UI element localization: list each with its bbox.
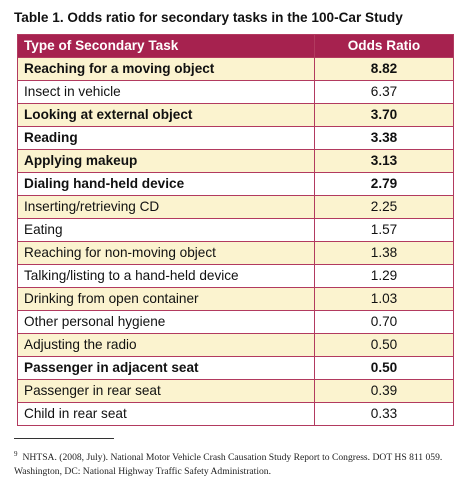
- footnote: 9 NHTSA. (2008, July). National Motor Veh…: [14, 447, 454, 479]
- odds-ratio-cell: 1.38: [314, 241, 454, 265]
- header-odds-ratio: Odds Ratio: [314, 34, 454, 58]
- task-cell: Eating: [17, 218, 315, 242]
- odds-ratio-cell: 0.70: [314, 310, 454, 334]
- table-row: Dialing hand-held device 2.79: [17, 172, 454, 196]
- odds-ratio-cell: 1.29: [314, 264, 454, 288]
- table-row: Child in rear seat 0.33: [17, 402, 454, 426]
- odds-ratio-cell: 6.37: [314, 80, 454, 104]
- odds-ratio-cell: 3.70: [314, 103, 454, 127]
- odds-ratio-table: Type of Secondary Task Odds Ratio Reachi…: [17, 34, 454, 426]
- table-row: Insect in vehicle 6.37: [17, 80, 454, 104]
- table-row: Applying makeup 3.13: [17, 149, 454, 173]
- task-cell: Child in rear seat: [17, 402, 315, 426]
- odds-ratio-cell: 1.57: [314, 218, 454, 242]
- table-row: Drinking from open container 1.03: [17, 287, 454, 311]
- odds-ratio-cell: 0.39: [314, 379, 454, 403]
- odds-ratio-cell: 0.33: [314, 402, 454, 426]
- header-task: Type of Secondary Task: [17, 34, 315, 58]
- table-caption: Table 1. Odds ratio for secondary tasks …: [14, 10, 403, 25]
- table-row: Looking at external object 3.70: [17, 103, 454, 127]
- footnote-divider: [14, 438, 114, 439]
- table-row: Eating 1.57: [17, 218, 454, 242]
- task-cell: Passenger in adjacent seat: [17, 356, 315, 380]
- task-cell: Passenger in rear seat: [17, 379, 315, 403]
- task-cell: Talking/listing to a hand-held device: [17, 264, 315, 288]
- odds-ratio-cell: 8.82: [314, 57, 454, 81]
- table-row: Reaching for a moving object 8.82: [17, 57, 454, 81]
- odds-ratio-cell: 1.03: [314, 287, 454, 311]
- table-row: Passenger in adjacent seat 0.50: [17, 356, 454, 380]
- task-cell: Applying makeup: [17, 149, 315, 173]
- table-row: Passenger in rear seat 0.39: [17, 379, 454, 403]
- task-cell: Dialing hand-held device: [17, 172, 315, 196]
- table-row: Other personal hygiene 0.70: [17, 310, 454, 334]
- odds-ratio-cell: 3.38: [314, 126, 454, 150]
- task-cell: Other personal hygiene: [17, 310, 315, 334]
- table-row: Talking/listing to a hand-held device 1.2…: [17, 264, 454, 288]
- task-cell: Adjusting the radio: [17, 333, 315, 357]
- task-cell: Reaching for non-moving object: [17, 241, 315, 265]
- odds-ratio-cell: 0.50: [314, 356, 454, 380]
- odds-ratio-cell: 2.25: [314, 195, 454, 219]
- table-header-row: Type of Secondary Task Odds Ratio: [17, 34, 454, 58]
- table-row: Adjusting the radio 0.50: [17, 333, 454, 357]
- task-cell: Insect in vehicle: [17, 80, 315, 104]
- task-cell: Inserting/retrieving CD: [17, 195, 315, 219]
- table-row: Reading 3.38: [17, 126, 454, 150]
- footnote-marker: 9: [14, 450, 18, 458]
- task-cell: Reading: [17, 126, 315, 150]
- odds-ratio-cell: 0.50: [314, 333, 454, 357]
- task-cell: Reaching for a moving object: [17, 57, 315, 81]
- odds-ratio-cell: 3.13: [314, 149, 454, 173]
- table-body: Reaching for a moving object 8.82 Insect i…: [17, 57, 454, 426]
- table-row: Reaching for non-moving object 1.38: [17, 241, 454, 265]
- table-row: Inserting/retrieving CD 2.25: [17, 195, 454, 219]
- odds-ratio-cell: 2.79: [314, 172, 454, 196]
- task-cell: Drinking from open container: [17, 287, 315, 311]
- footnote-text: NHTSA. (2008, July). National Motor Vehi…: [14, 452, 443, 478]
- task-cell: Looking at external object: [17, 103, 315, 127]
